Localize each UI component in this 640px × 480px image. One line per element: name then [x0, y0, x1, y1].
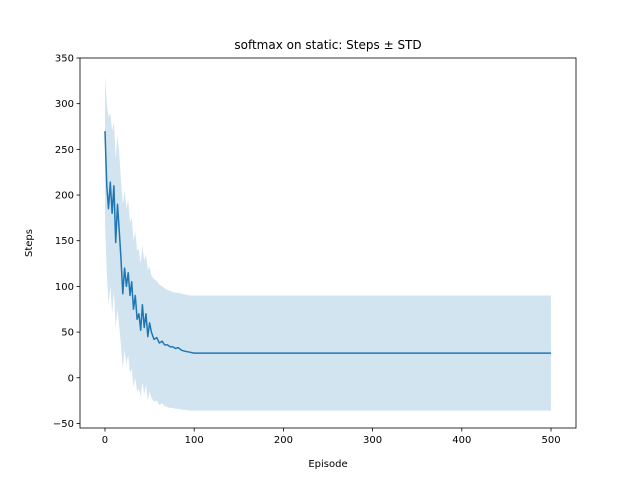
x-tick-label: 500 [541, 435, 560, 446]
std-band-layer [105, 76, 551, 411]
chart-title: softmax on static: Steps ± STD [234, 38, 421, 52]
x-axis-label: Episode [308, 459, 347, 470]
x-tick-label: 200 [274, 435, 293, 446]
mean-steps-line [104, 131, 551, 354]
y-axis-ticks: −50 0 50 100 150 200 250 300 350 [53, 54, 80, 430]
y-axis-label: Steps [24, 229, 35, 257]
mean-line-layer [104, 131, 551, 354]
y-tick-label: 350 [55, 54, 74, 65]
y-tick-label: 250 [55, 145, 74, 156]
y-tick-label: −50 [53, 419, 74, 430]
y-tick-label: 0 [68, 373, 74, 384]
y-tick-label: 150 [55, 236, 74, 247]
y-tick-label: 100 [55, 282, 74, 293]
y-tick-label: 200 [55, 191, 74, 202]
x-tick-label: 0 [102, 435, 108, 446]
x-axis-ticks: 0 100 200 300 400 500 [102, 428, 561, 446]
x-tick-label: 400 [452, 435, 471, 446]
y-tick-label: 300 [55, 99, 74, 110]
plot-frame [79, 57, 577, 429]
x-tick-label: 100 [185, 435, 204, 446]
std-band [105, 76, 551, 411]
y-tick-label: 50 [61, 328, 74, 339]
x-tick-label: 300 [363, 435, 382, 446]
